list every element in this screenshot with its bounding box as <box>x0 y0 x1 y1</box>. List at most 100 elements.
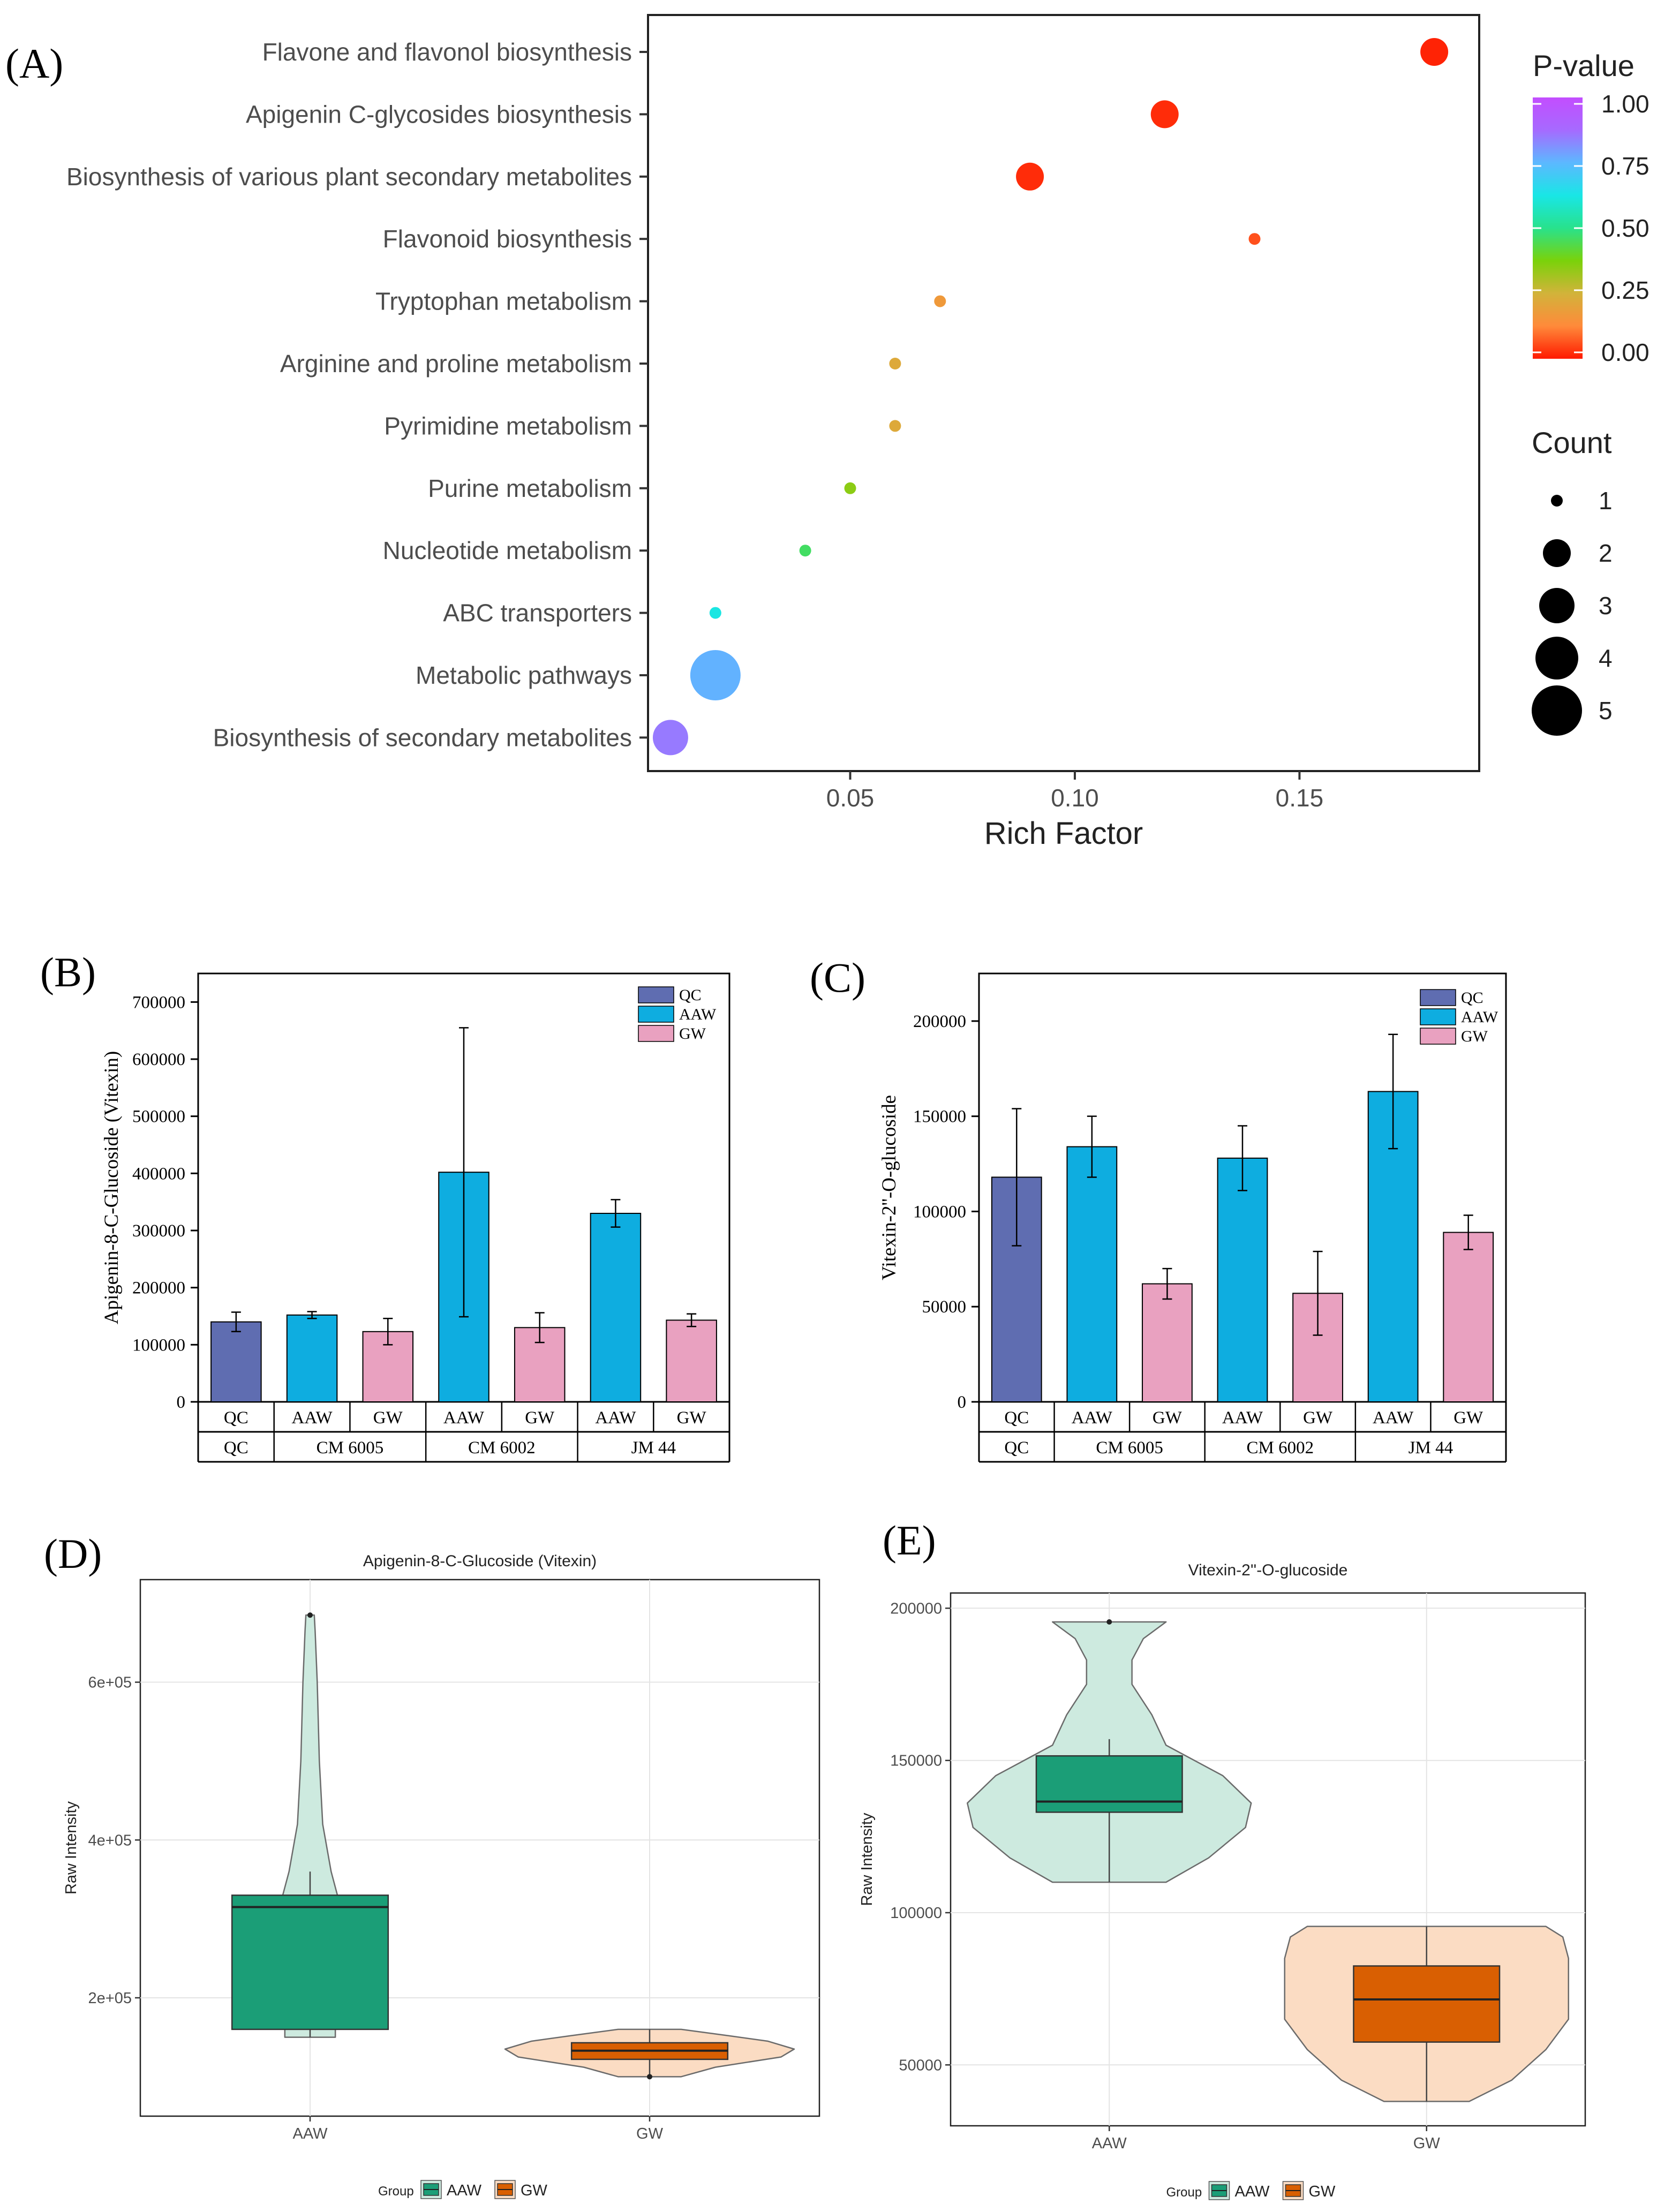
bubble-biosynthesis-of-various-plant-secondary-metabolites <box>1016 162 1044 191</box>
y-tick-label: 600000 <box>132 1050 185 1069</box>
legend-label-qc: QC <box>1461 989 1483 1007</box>
bar-cm-6005-aaw <box>286 1314 338 1403</box>
chart-title: Vitexin-2''-O-glucoside <box>1188 1561 1348 1579</box>
vitexin-glucoside-bar-chart: 0 50000 100000 150000 200000 Vitexin-2''-O-gl… <box>878 972 1507 1463</box>
size-legend-dot <box>1535 637 1578 680</box>
legend-title: Group <box>1166 2185 1202 2200</box>
category-label: GW <box>1303 1408 1333 1428</box>
vitexin-box-chart: Apigenin-8-C-Glucoside (Vitexin) 2e+05 4e+… <box>63 1552 820 2199</box>
category-label: AAW <box>1373 1408 1414 1428</box>
chart-title: Apigenin-8-C-Glucoside (Vitexin) <box>363 1552 597 1570</box>
y-tick-label: Biosynthesis of various plant secondary … <box>66 163 632 191</box>
size-legend-label: 2 <box>1599 539 1613 567</box>
outlier-point <box>647 2074 652 2080</box>
x-tick-label: 0.15 <box>1276 784 1324 812</box>
y-tick-label: Apigenin C-glycosides biosynthesis <box>246 100 632 128</box>
category-label: AAW <box>1072 1408 1113 1428</box>
bar-jm-44-gw <box>666 1319 717 1402</box>
panel-c-letter: (C) <box>810 954 865 1001</box>
size-legend-dot <box>1539 588 1575 623</box>
y-tick-label: 150000 <box>890 1753 942 1770</box>
group-label-jm-44: JM 44 <box>631 1438 676 1458</box>
y-tick-label: 200000 <box>132 1279 185 1298</box>
panel-a-letter: (A) <box>5 40 63 87</box>
category-label: GW <box>373 1408 403 1428</box>
color-tick-label: 0.75 <box>1601 152 1650 180</box>
x-tick-label-gw: GW <box>1413 2135 1441 2152</box>
x-tick-label: 0.10 <box>1051 784 1099 812</box>
group-label-cm-6005: CM 6005 <box>1096 1438 1163 1458</box>
y-tick-label: 6e+05 <box>88 1674 132 1692</box>
size-legend-dot <box>1551 495 1563 507</box>
y-tick-label: 100000 <box>890 1905 942 1922</box>
y-tick-label: 700000 <box>132 993 185 1012</box>
x-axis-label: Rich Factor <box>984 816 1143 851</box>
bubble-nucleotide-metabolism <box>799 545 811 557</box>
y-tick-label: 150000 <box>913 1107 966 1127</box>
box-aaw <box>1035 1755 1183 1813</box>
box-gw <box>1353 1965 1501 2043</box>
bubble-arginine-and-proline-metabolism <box>889 358 901 369</box>
legend-swatch-aaw <box>1420 1008 1456 1025</box>
legend-swatch-qc <box>1420 989 1456 1006</box>
category-label: AAW <box>291 1408 333 1428</box>
enrichment-bubble-chart: Flavone and flavonol biosynthesis Apigeni… <box>66 14 1650 851</box>
outlier-point <box>1106 1619 1112 1625</box>
y-tick-label: 50000 <box>899 2057 942 2074</box>
legend-label-aaw: AAW <box>1235 2183 1270 2200</box>
bubble-abc-transporters <box>709 607 721 619</box>
category-label: QC <box>224 1408 248 1428</box>
bar-cm-6002-aaw <box>1217 1157 1268 1403</box>
bar-jm-44-aaw <box>590 1213 642 1402</box>
y-tick-label: 4e+05 <box>88 1832 132 1849</box>
category-label: GW <box>525 1408 555 1428</box>
legend-label-gw: GW <box>1461 1028 1488 1045</box>
legend-title: Group <box>378 2184 414 2199</box>
legend-label-aaw: AAW <box>1461 1008 1498 1026</box>
y-tick-label: Metabolic pathways <box>416 661 632 689</box>
y-axis-label: Vitexin-2''-O-glucoside <box>878 1095 900 1280</box>
bar-qc-qc <box>210 1321 262 1403</box>
bubble-purine-metabolism <box>844 482 856 494</box>
x-tick-label-aaw: AAW <box>1092 2135 1127 2152</box>
y-tick-label: 200000 <box>913 1012 966 1031</box>
y-tick-label: Flavone and flavonol biosynthesis <box>262 38 632 66</box>
category-label: AAW <box>1222 1408 1263 1428</box>
bar-cm-6005-gw <box>1142 1283 1193 1403</box>
y-tick-label: Arginine and proline metabolism <box>280 350 632 378</box>
color-tick-label: 1.00 <box>1601 90 1650 118</box>
y-tick-label: 0 <box>177 1393 186 1412</box>
group-label-cm-6002: CM 6002 <box>468 1438 536 1458</box>
legend-label-gw: GW <box>1309 2183 1336 2200</box>
category-label: GW <box>1453 1408 1483 1428</box>
panel-b-letter: (B) <box>40 949 96 995</box>
legend-label-gw: GW <box>679 1025 706 1043</box>
color-tick-label: 0.00 <box>1601 338 1650 366</box>
group-label-jm-44: JM 44 <box>1409 1438 1453 1458</box>
legend-label-gw: GW <box>521 2182 548 2199</box>
y-tick-label: Flavonoid biosynthesis <box>383 225 632 253</box>
outlier-point <box>307 1612 313 1618</box>
y-tick-label: Pyrimidine metabolism <box>384 412 632 440</box>
y-tick-label: 100000 <box>132 1335 185 1355</box>
y-tick-label: 100000 <box>913 1202 966 1221</box>
legend-swatch-qc <box>638 986 674 1003</box>
legend-label-aaw: AAW <box>447 2182 482 2199</box>
y-tick-label: Purine metabolism <box>428 474 632 502</box>
bar-jm-44-gw <box>1443 1232 1494 1403</box>
bar-cm-6005-aaw <box>1066 1146 1118 1403</box>
bubble-tryptophan-metabolism <box>934 295 946 307</box>
bar-cm-6002-gw <box>1292 1293 1343 1402</box>
y-tick-label: ABC transporters <box>443 599 632 627</box>
color-tick-label: 0.50 <box>1601 214 1650 242</box>
vitexin-glucoside-box-chart: Vitexin-2''-O-glucoside 50000 100000 150000… <box>858 1561 1586 2200</box>
y-tick-label: 400000 <box>132 1164 185 1183</box>
x-tick-label-aaw: AAW <box>293 2125 328 2142</box>
size-legend-dot <box>1543 539 1571 567</box>
color-legend-title: P-value <box>1533 49 1635 82</box>
legend-swatch-gw <box>1420 1028 1456 1045</box>
group-label-qc: QC <box>1004 1438 1029 1458</box>
panel-d-letter: (D) <box>44 1530 102 1577</box>
group-label-cm-6005: CM 6005 <box>317 1438 384 1458</box>
